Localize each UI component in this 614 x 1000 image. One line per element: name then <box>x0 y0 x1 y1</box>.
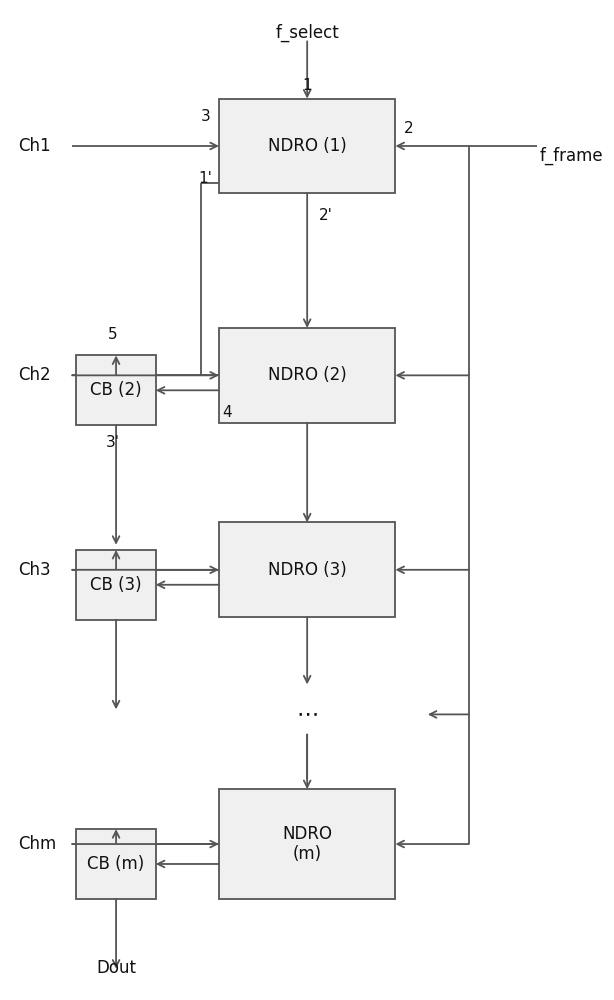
Bar <box>76 550 156 620</box>
Text: f_select: f_select <box>275 24 339 42</box>
Bar <box>219 522 395 617</box>
Text: 2': 2' <box>319 208 333 223</box>
Text: Ch3: Ch3 <box>18 561 50 579</box>
Text: ⋯: ⋯ <box>296 704 318 724</box>
Bar <box>219 328 395 423</box>
Text: 3: 3 <box>200 109 210 124</box>
Text: NDRO
(m): NDRO (m) <box>282 825 332 863</box>
Text: CB (3): CB (3) <box>90 576 142 594</box>
Text: NDRO (1): NDRO (1) <box>268 137 346 155</box>
Text: Ch1: Ch1 <box>18 137 50 155</box>
Bar <box>219 789 395 899</box>
Text: 4: 4 <box>222 405 231 420</box>
Text: Ch2: Ch2 <box>18 366 50 384</box>
Text: Dout: Dout <box>96 959 136 977</box>
Text: CB (2): CB (2) <box>90 381 142 399</box>
Text: CB (m): CB (m) <box>87 855 145 873</box>
Bar <box>219 99 395 193</box>
Text: 1': 1' <box>198 171 212 186</box>
Bar <box>76 829 156 899</box>
Text: NDRO (3): NDRO (3) <box>268 561 346 579</box>
Bar <box>76 355 156 425</box>
Text: 1: 1 <box>302 78 312 93</box>
Text: 2: 2 <box>404 121 414 136</box>
Text: NDRO (2): NDRO (2) <box>268 366 346 384</box>
Text: Chm: Chm <box>18 835 56 853</box>
Text: 3': 3' <box>106 435 120 450</box>
Text: 5: 5 <box>108 327 118 342</box>
Text: f_frame: f_frame <box>540 147 603 165</box>
